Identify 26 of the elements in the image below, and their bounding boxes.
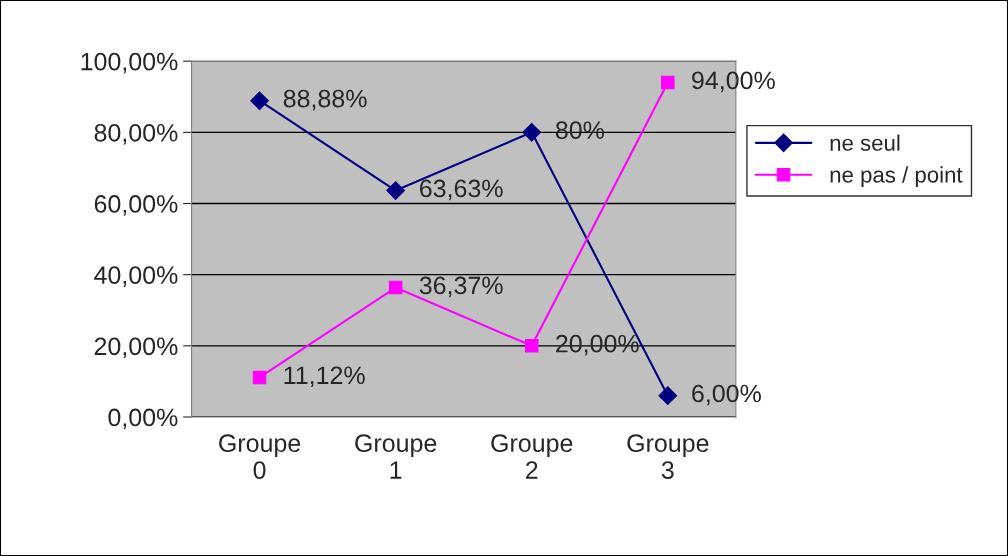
x-tick-label: Groupe 1: [355, 434, 437, 479]
data-label: 94,00%: [692, 71, 775, 93]
point: [658, 386, 678, 406]
point: [250, 91, 269, 111]
y-tick-label: 80,00%: [94, 123, 178, 145]
y-tick-label: 0,00%: [108, 408, 178, 430]
y-tick-label: 60,00%: [94, 195, 178, 216]
y-tick-label: 40,00%: [94, 266, 178, 287]
point: [252, 370, 267, 385]
y-tick-label: 100,00%: [81, 52, 178, 74]
point: [524, 339, 539, 353]
point: [386, 181, 405, 200]
point: [522, 122, 542, 142]
data-label: 88,88%: [283, 89, 367, 111]
point: [388, 280, 403, 295]
point: [661, 75, 675, 90]
legend-label: ne pas / point: [830, 166, 963, 188]
x-tick-label: Groupe 2: [491, 434, 573, 479]
x-tick-label: Groupe 0: [219, 434, 301, 479]
data-label: 11,12%: [284, 366, 365, 388]
legend-label: ne seul: [830, 134, 900, 151]
data-label: 63,63%: [420, 179, 503, 201]
y-tick-label: 20,00%: [94, 337, 178, 359]
data-label: 6,00%: [692, 384, 761, 406]
data-label: 36,37%: [419, 276, 503, 298]
x-tick-label: Groupe 3: [627, 434, 709, 479]
